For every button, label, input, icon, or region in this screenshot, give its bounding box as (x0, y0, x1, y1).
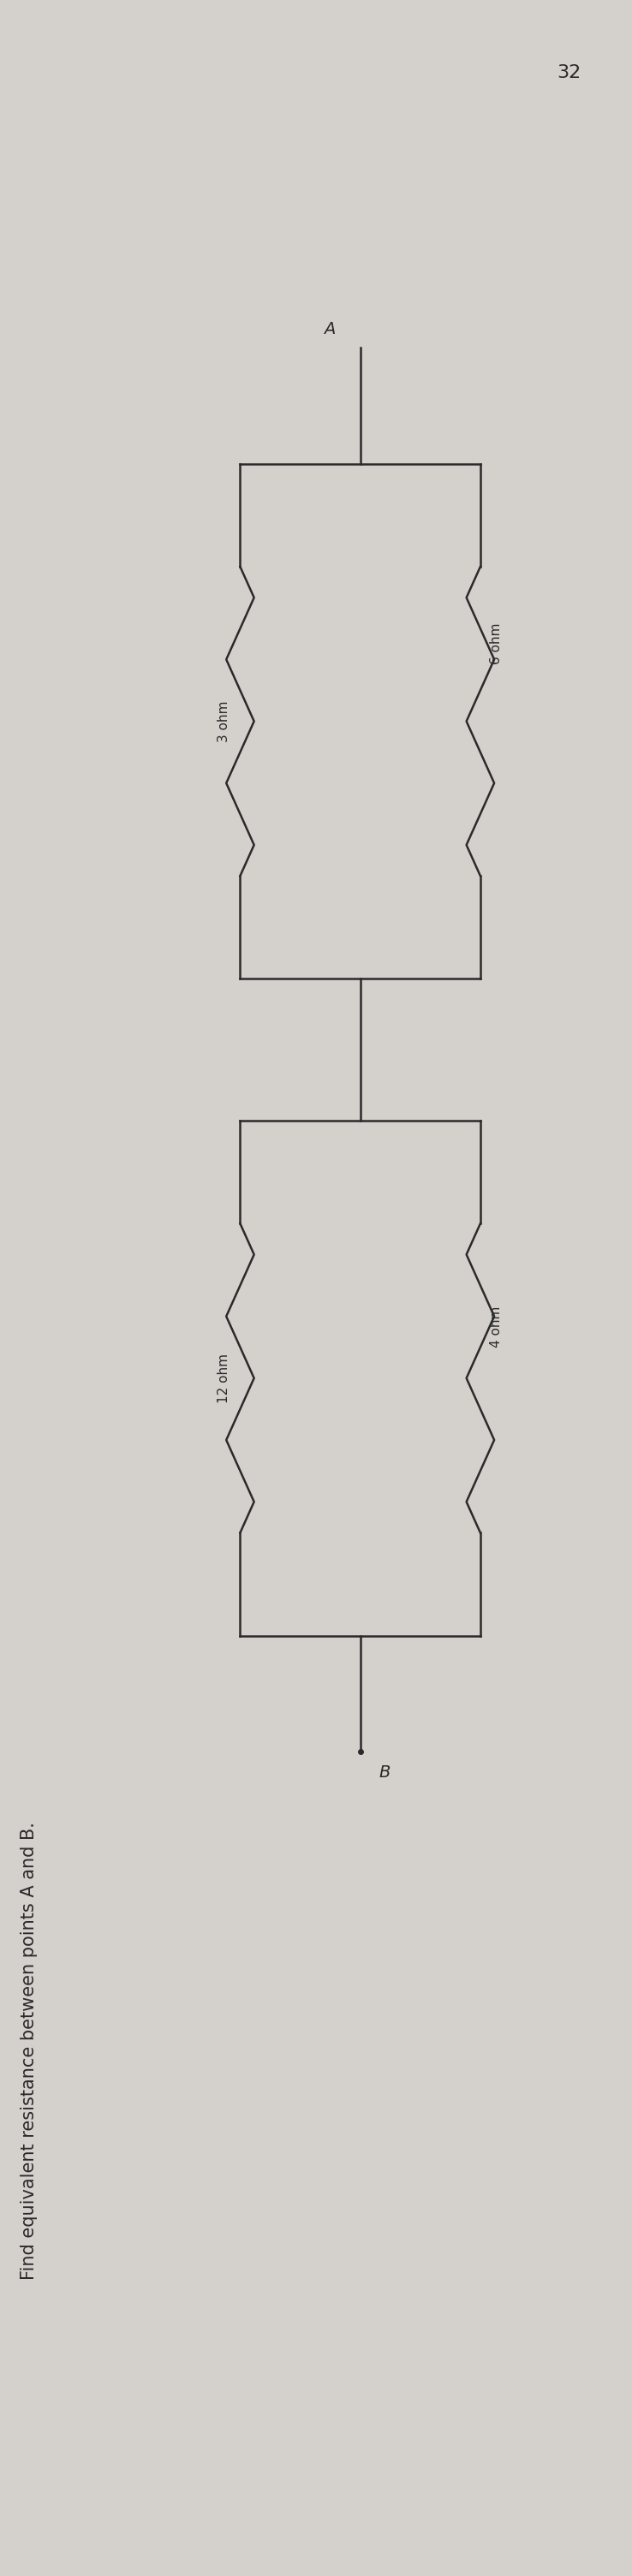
Text: A: A (324, 322, 335, 337)
Text: 4 ohm: 4 ohm (490, 1306, 502, 1347)
Text: 3 ohm: 3 ohm (218, 701, 231, 742)
Text: 12 ohm: 12 ohm (218, 1352, 231, 1404)
Text: 6 ohm: 6 ohm (490, 623, 502, 665)
Text: B: B (379, 1765, 391, 1780)
Text: 32: 32 (557, 64, 581, 82)
Text: Find equivalent resistance between points A and B.: Find equivalent resistance between point… (21, 1821, 38, 2280)
